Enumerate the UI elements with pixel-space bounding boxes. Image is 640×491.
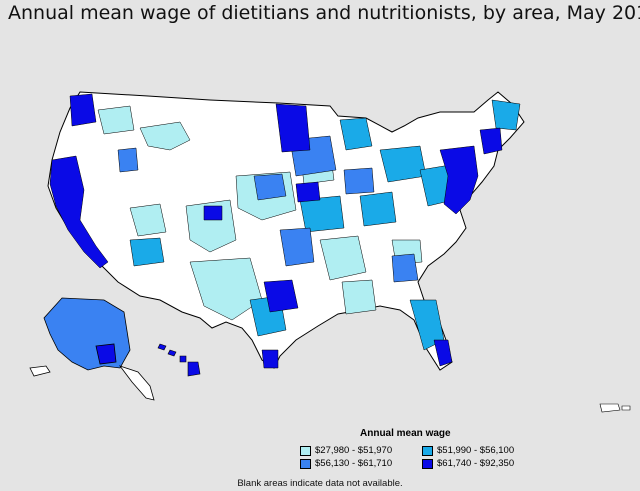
legend-swatch-tier3: [300, 458, 311, 469]
legend-label-tier1: $27,980 - $51,970: [315, 445, 393, 456]
tier4-regions: [49, 93, 503, 369]
footnote: Blank areas indicate data not available.: [237, 478, 403, 489]
legend-swatch-tier1: [300, 445, 311, 456]
legend-label-tier2: $51,990 - $56,100: [437, 445, 515, 456]
legend-item-tier1: $27,980 - $51,970: [300, 445, 392, 456]
alaska: [29, 297, 155, 401]
legend-label-tier3: $56,130 - $61,710: [315, 458, 393, 469]
tier3-regions: [117, 135, 419, 283]
legend-swatch-tier2: [422, 445, 433, 456]
legend-item-tier4: $61,740 - $92,350: [422, 458, 514, 469]
legend-label-tier4: $61,740 - $92,350: [437, 458, 515, 469]
hawaii: [157, 343, 201, 377]
legend-title: Annual mean wage: [360, 428, 451, 439]
legend-item-tier3: $56,130 - $61,710: [300, 458, 392, 469]
legend-item-tier2: $51,990 - $56,100: [422, 445, 514, 456]
legend-swatch-tier4: [422, 458, 433, 469]
map-title: Annual mean wage of dietitians and nutri…: [8, 2, 640, 24]
puerto-rico: [599, 403, 631, 413]
